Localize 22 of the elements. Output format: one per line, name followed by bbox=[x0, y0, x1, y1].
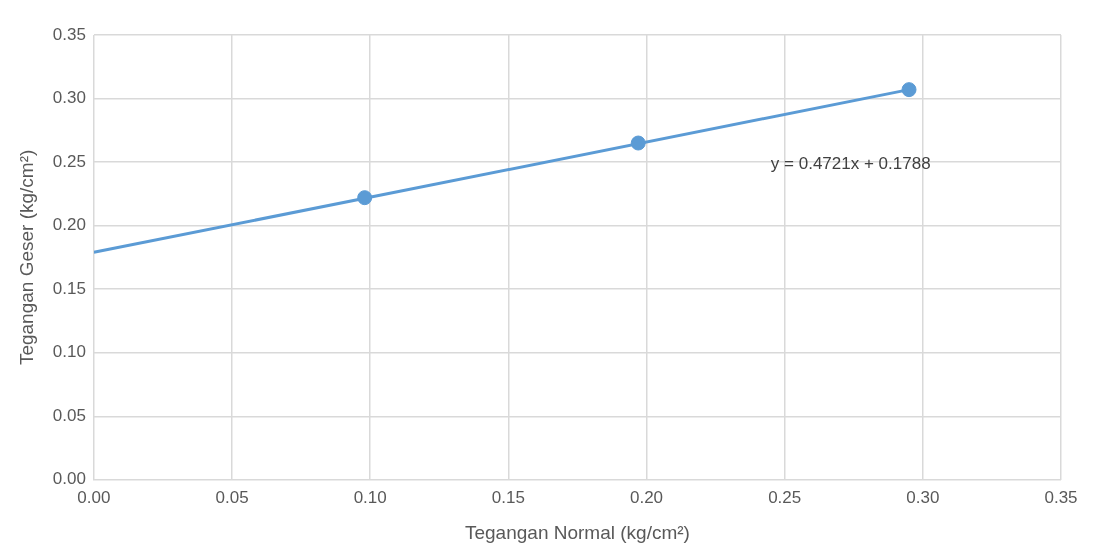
x-tick-label: 0.10 bbox=[353, 487, 387, 507]
y-tick-label: 0.35 bbox=[52, 24, 86, 44]
x-axis-title: Tegangan Normal (kg/cm²) bbox=[464, 521, 690, 543]
y-tick-label: 0.10 bbox=[52, 342, 86, 362]
y-tick-label: 0.20 bbox=[52, 215, 86, 235]
x-tick-label: 0.05 bbox=[215, 487, 249, 507]
y-tick-label: 0.15 bbox=[52, 278, 86, 298]
y-axis-title: Tegangan Geser (kg/cm²) bbox=[15, 149, 37, 366]
x-tick-label: 0.25 bbox=[768, 487, 802, 507]
point bbox=[357, 190, 373, 206]
point bbox=[630, 135, 646, 151]
x-tick-label: 0.30 bbox=[906, 487, 940, 507]
y-tick-label: 0.00 bbox=[52, 469, 86, 489]
point bbox=[901, 82, 917, 98]
y-tick-label: 0.25 bbox=[52, 151, 86, 171]
x-tick-label: 0.15 bbox=[491, 487, 525, 507]
y-tick-label: 0.05 bbox=[52, 405, 86, 425]
x-tick-label: 0.35 bbox=[1044, 487, 1078, 507]
x-tick-label: 0.00 bbox=[77, 487, 111, 507]
x-tick-label: 0.20 bbox=[629, 487, 664, 507]
annotation: y = 0.4721x + 0.1788 bbox=[770, 153, 931, 173]
y-tick-label: 0.30 bbox=[52, 88, 86, 108]
